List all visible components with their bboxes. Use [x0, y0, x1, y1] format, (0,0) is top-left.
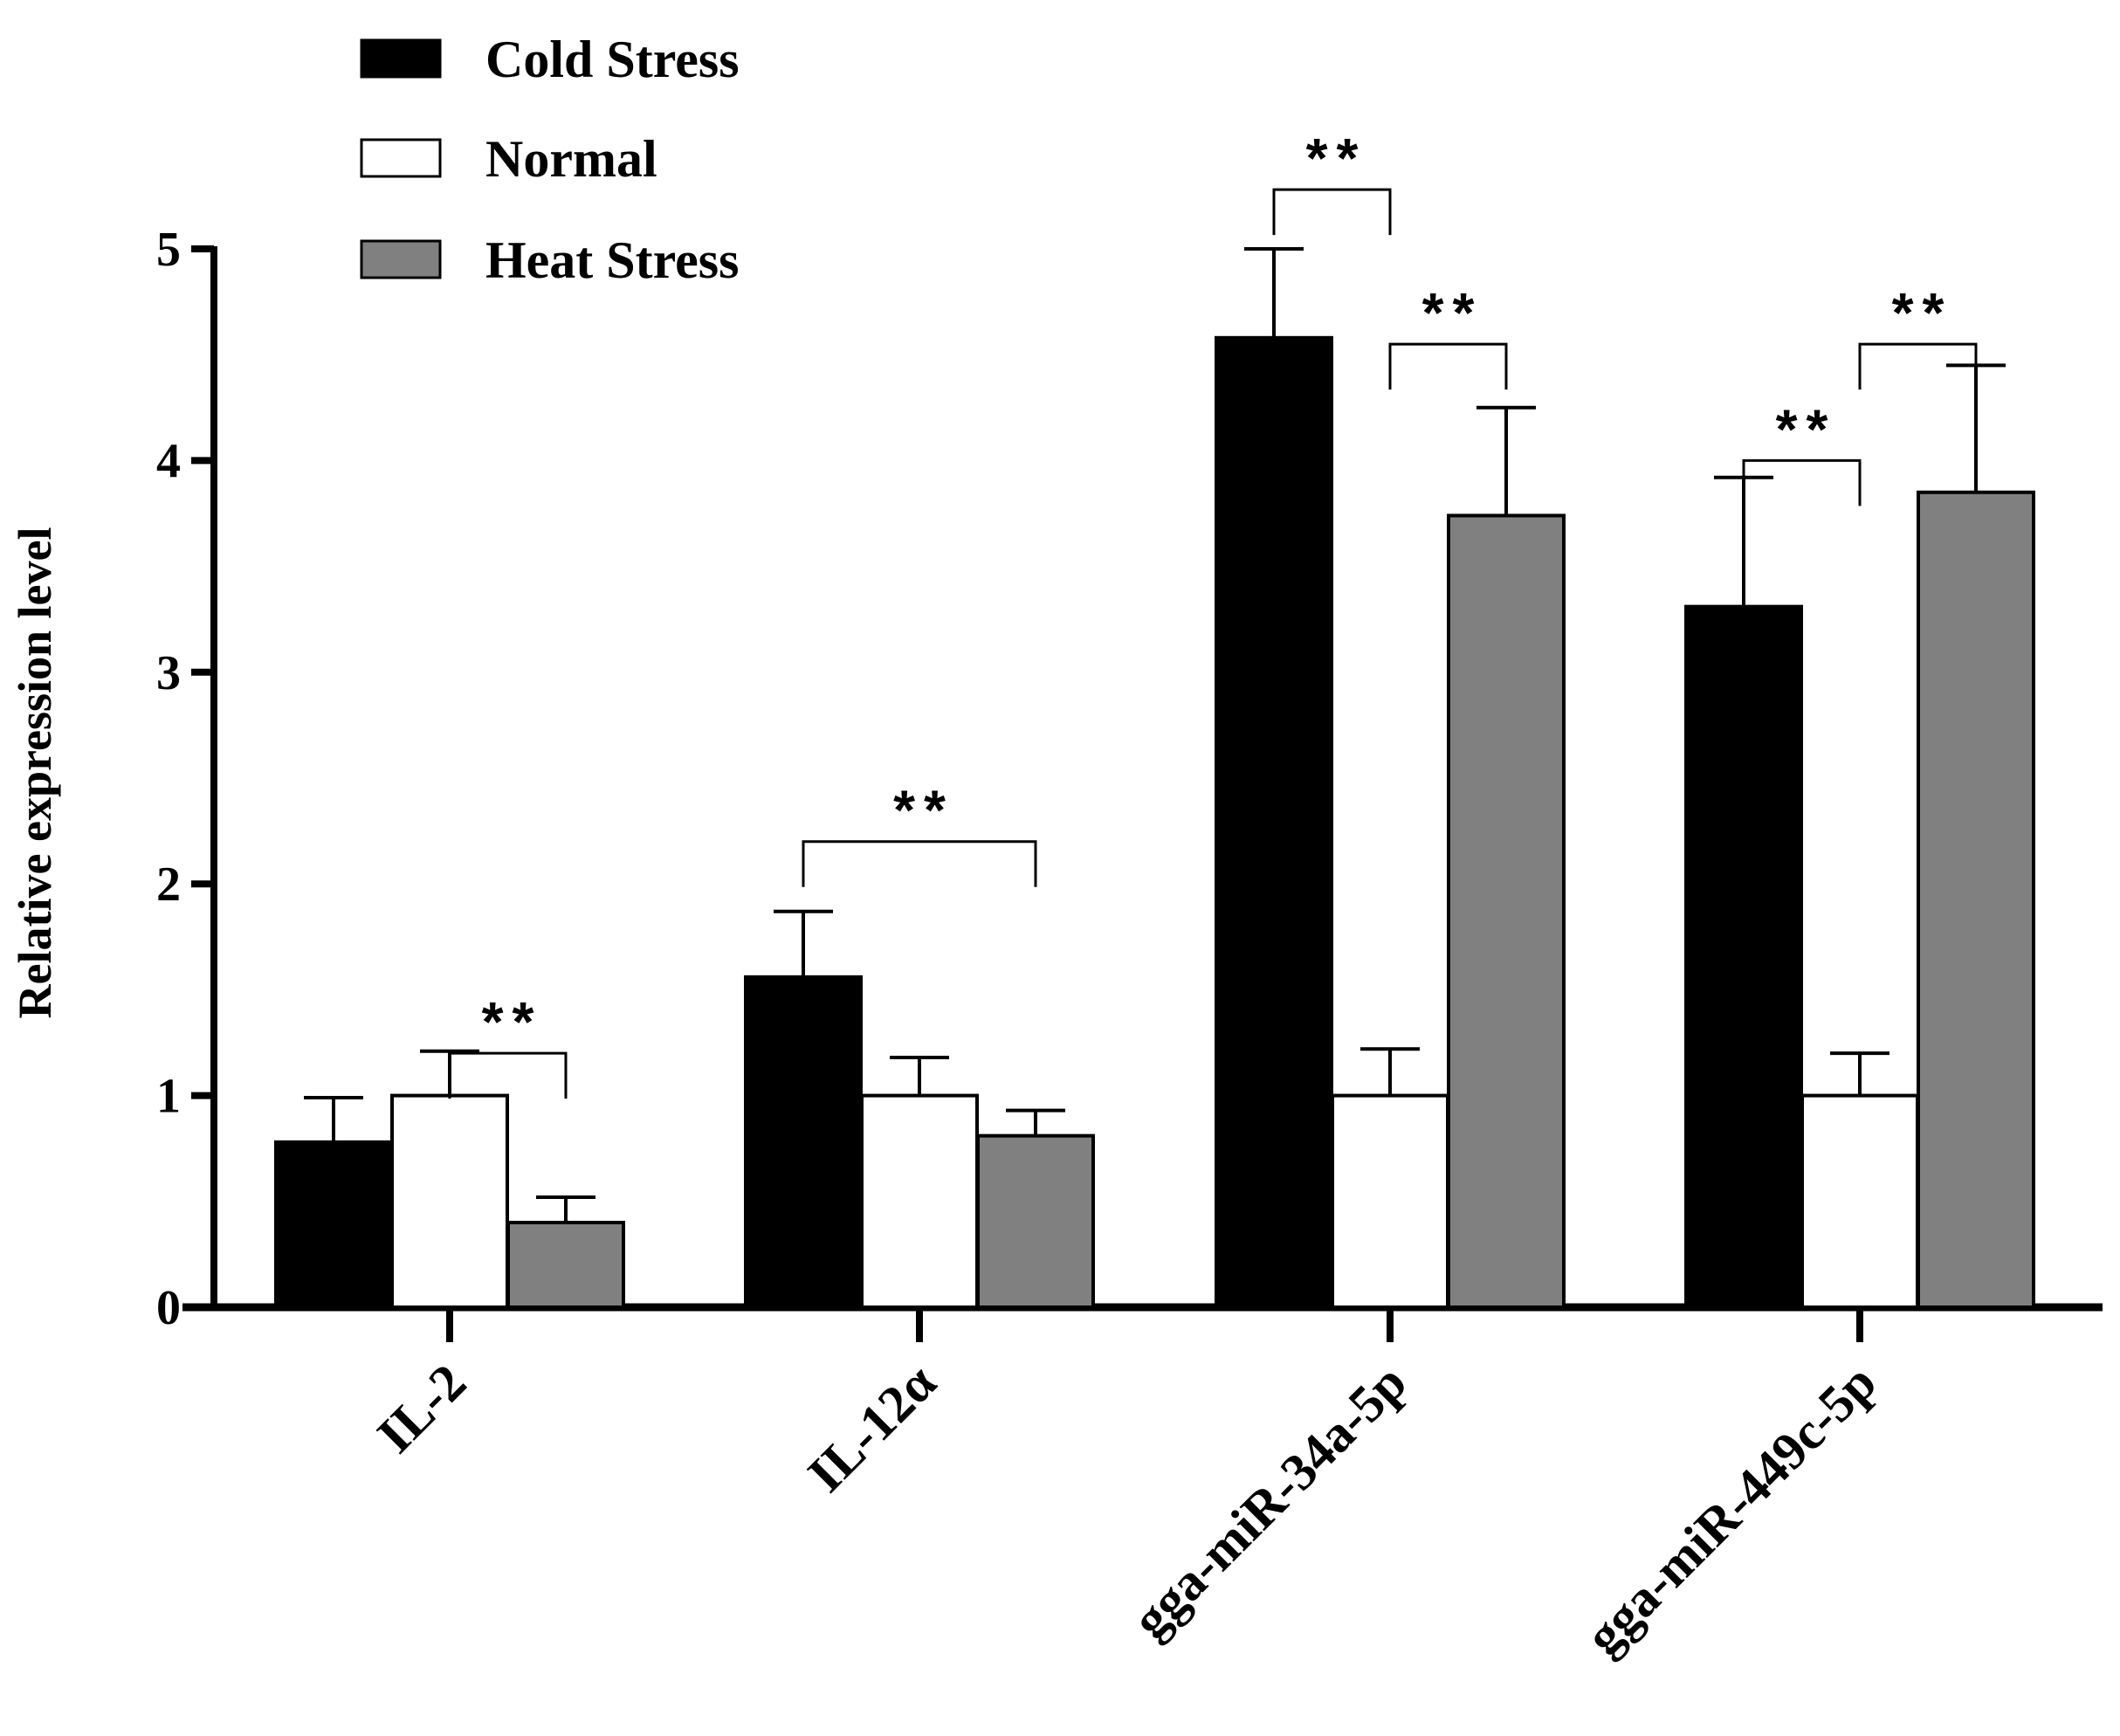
legend-swatch	[360, 239, 442, 279]
bar	[1800, 1093, 1919, 1309]
bar	[744, 975, 863, 1309]
bar	[274, 1140, 393, 1309]
significance-label: **	[893, 779, 954, 842]
y-tick-label: 1	[156, 1070, 181, 1124]
significance-label: **	[1306, 127, 1367, 189]
legend-swatch	[360, 138, 442, 178]
bar	[390, 1093, 509, 1309]
bars	[274, 247, 2035, 1310]
legend-label: Heat Stress	[485, 231, 740, 289]
bar	[1215, 335, 1333, 1310]
y-tick-label: 4	[156, 434, 181, 488]
significance-bracket	[1388, 342, 1508, 390]
significance-label: **	[1892, 281, 1953, 344]
x-tick-label: IL-2	[366, 1354, 477, 1464]
significance-bracket	[1272, 188, 1392, 236]
bar	[506, 1221, 625, 1310]
y-tick-label: 5	[156, 223, 181, 277]
legend-label: Normal	[485, 130, 657, 188]
y-tick-label: 2	[156, 858, 181, 912]
significance-bracket	[802, 840, 1037, 887]
significance-markers: ** ** ** ** ** **	[448, 127, 1978, 1099]
legend-swatch	[360, 38, 442, 79]
bar	[1917, 490, 2035, 1309]
bar	[1684, 604, 1803, 1309]
significance-label: **	[1422, 281, 1483, 344]
bar	[1331, 1093, 1449, 1309]
bar	[860, 1093, 979, 1309]
significance-bracket	[1742, 458, 1862, 506]
significance-label: **	[482, 990, 543, 1053]
significance-bracket	[1858, 342, 1978, 390]
significance-label: **	[1776, 397, 1837, 460]
x-tick-label: gga-miR-449c-5p	[1574, 1354, 1887, 1666]
y-tick-label: 0	[156, 1281, 181, 1335]
x-tick-label: gga-miR-34a-5p	[1121, 1354, 1417, 1650]
bar	[1447, 513, 1566, 1309]
y-axis-label: Relative expression level	[9, 527, 61, 1019]
significance-bracket	[448, 1051, 568, 1099]
y-tick-label: 3	[156, 646, 181, 700]
x-tick-label: IL-12α	[796, 1354, 946, 1504]
bar	[976, 1133, 1095, 1309]
legend-label: Cold Stress	[485, 31, 740, 88]
legend: Cold Stress Normal Heat Stress	[360, 31, 740, 289]
